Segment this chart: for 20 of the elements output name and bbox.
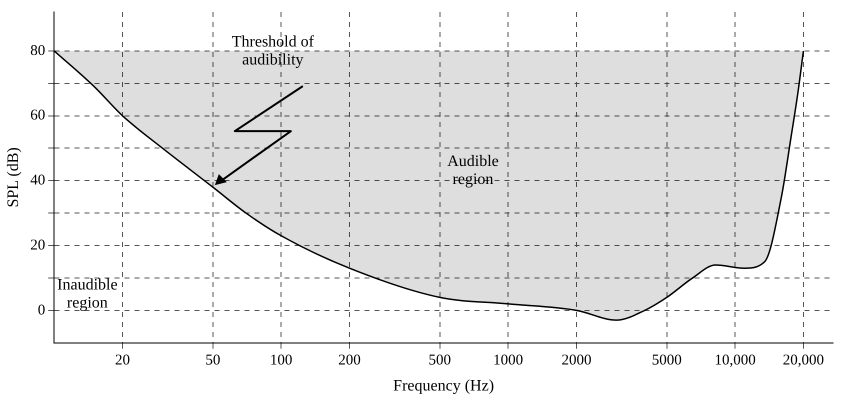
y-tick-label: 60 xyxy=(30,108,46,124)
x-tick-label: 5000 xyxy=(652,352,682,369)
x-axis-title: Frequency (Hz) xyxy=(393,378,494,395)
annotation: Audible region xyxy=(447,153,499,188)
x-tick-label: 20,000 xyxy=(782,352,824,369)
x-tick-label: 2000 xyxy=(561,352,592,369)
x-tick-label: 500 xyxy=(428,352,452,369)
annotation: Threshold of audibility xyxy=(232,33,315,68)
y-tick-label: 80 xyxy=(30,42,46,59)
y-tick-label: 40 xyxy=(30,172,46,189)
annotation: Inaudible region xyxy=(57,276,118,312)
y-axis-title: SPL (dB) xyxy=(4,147,22,208)
x-tick-label: 1000 xyxy=(493,352,524,369)
x-tick-label: 20 xyxy=(115,352,130,369)
y-tick-label: 0 xyxy=(38,302,46,318)
x-tick-label: 50 xyxy=(205,352,220,369)
x-tick-label: 100 xyxy=(270,352,292,369)
x-tick-label: 10,000 xyxy=(714,352,756,369)
y-tick-label: 20 xyxy=(30,237,46,254)
x-tick-label: 200 xyxy=(338,352,361,369)
